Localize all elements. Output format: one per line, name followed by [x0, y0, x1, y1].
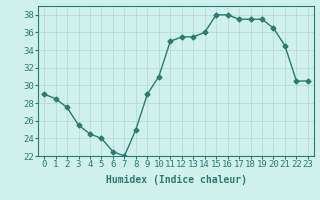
X-axis label: Humidex (Indice chaleur): Humidex (Indice chaleur)	[106, 175, 246, 185]
